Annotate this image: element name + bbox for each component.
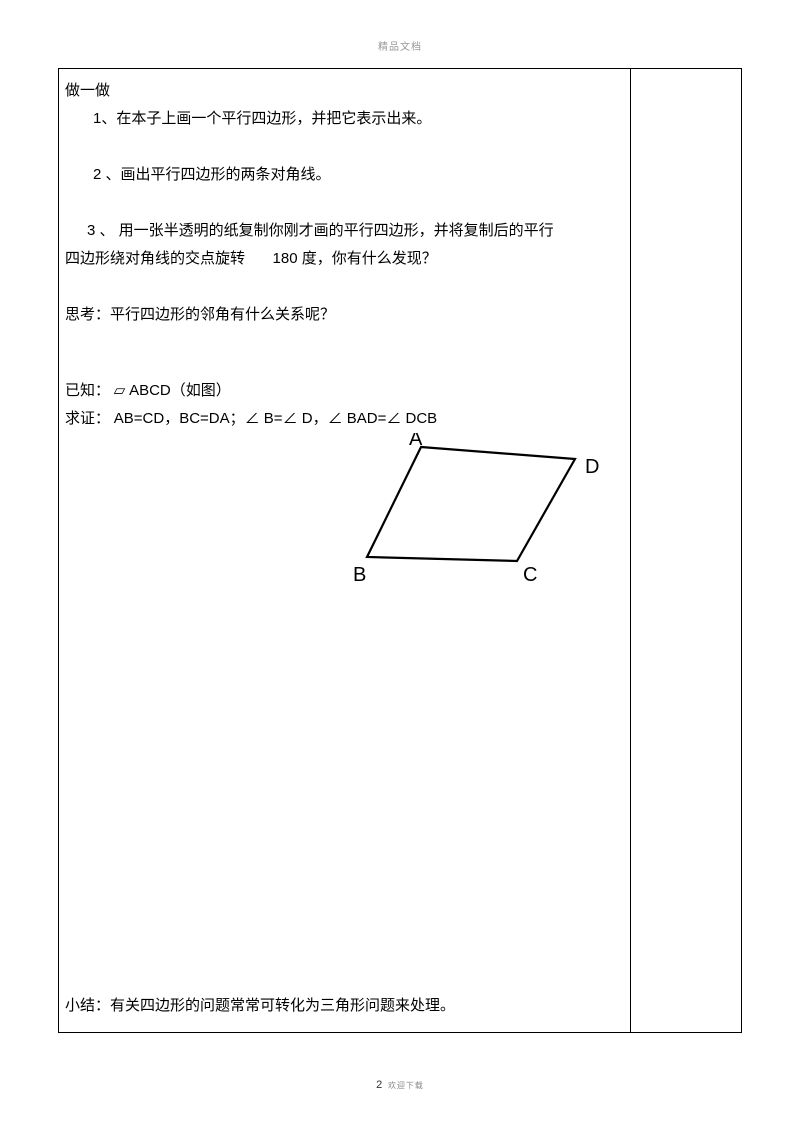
given-line: 已知： ▱ ABCD（如图）: [65, 377, 619, 405]
summary-line: 小结：有关四边形的问题常常可转化为三角形问题来处理。: [65, 992, 625, 1020]
spacer: [65, 189, 619, 217]
prove-prefix: 求证：: [65, 411, 110, 427]
section-title: 做一做: [65, 77, 619, 105]
given-rest: ABCD（如图）: [129, 382, 231, 399]
spacer: [65, 329, 619, 377]
page-suffix: 欢迎下载: [388, 1081, 424, 1090]
parallelogram-symbol: ▱: [114, 382, 126, 399]
summary-text: 小结：有关四边形的问题常常可转化为三角形问题来处理。: [65, 992, 625, 1020]
spacer: [65, 133, 619, 161]
item-3-line2: 四边形绕对角线的交点旋转 180 度，你有什么发现？: [65, 245, 619, 273]
svg-text:A: A: [409, 433, 423, 450]
given-prefix: 已知：: [65, 383, 110, 399]
page-frame: 做一做 1、在本子上画一个平行四边形，并把它表示出来。 2 、画出平行四边形的两…: [58, 68, 742, 1033]
diagram-container: A B C D: [65, 433, 619, 591]
page-watermark: 精品文档: [0, 0, 800, 53]
item-2-text: 2 、画出平行四边形的两条对角线。: [93, 166, 331, 183]
page-footer: 2 欢迎下载: [0, 1079, 800, 1091]
prove-body: AB=CD，BC=DA；∠ B=∠ D，∠ BAD=∠ DCB: [114, 410, 437, 427]
svg-text:D: D: [585, 456, 599, 478]
parallelogram-diagram: A B C D: [325, 433, 615, 591]
item-3-line1: 3 、 用一张半透明的纸复制你刚才画的平行四边形，并将复制后的平行: [65, 217, 619, 245]
svg-text:C: C: [523, 564, 537, 586]
prove-line: 求证： AB=CD，BC=DA；∠ B=∠ D，∠ BAD=∠ DCB: [65, 405, 619, 433]
item-2: 2 、画出平行四边形的两条对角线。: [65, 161, 619, 189]
thinking-question: 思考：平行四边形的邻角有什么关系呢？: [65, 301, 619, 329]
item-1: 1、在本子上画一个平行四边形，并把它表示出来。: [65, 105, 619, 133]
item-3-text1: 3 、 用一张半透明的纸复制你刚才画的平行四边形，并将复制后的平行: [87, 222, 554, 239]
spacer: [65, 273, 619, 301]
item-1-text: 1、在本子上画一个平行四边形，并把它表示出来。: [93, 110, 431, 127]
item-3-text2a: 四边形绕对角线的交点旋转: [65, 251, 245, 267]
svg-text:B: B: [353, 564, 366, 586]
item-3-text2b: 180 度，你有什么发现？: [273, 250, 437, 267]
content-column: 做一做 1、在本子上画一个平行四边形，并把它表示出来。 2 、画出平行四边形的两…: [59, 69, 631, 1032]
page-number: 2: [376, 1079, 382, 1091]
